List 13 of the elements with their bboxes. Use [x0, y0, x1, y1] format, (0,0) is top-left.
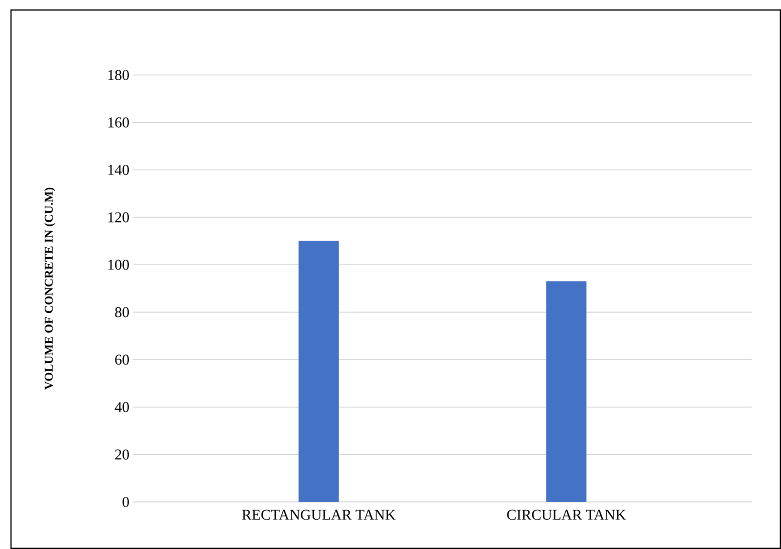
y-tick-label: 60: [115, 354, 129, 365]
y-tick-label: 40: [114, 402, 129, 412]
x-tick-label: RECTANGULAR TANK: [242, 510, 396, 520]
y-tick-label: 180: [108, 70, 129, 80]
y-tick-label: 120: [108, 212, 129, 222]
y-tick-label: 140: [108, 164, 129, 175]
y-axis-title: VOLUME OF CONCRETE IN (CU.M): [44, 188, 56, 390]
y-tick-label: 100: [108, 260, 129, 270]
x-tick-label: CIRCULAR TANK: [507, 510, 626, 520]
y-tick-label: 20: [115, 450, 129, 460]
y-tick-label: 80: [115, 307, 129, 318]
y-tick-label: 0: [122, 496, 129, 508]
y-tick-label: 160: [108, 117, 129, 128]
